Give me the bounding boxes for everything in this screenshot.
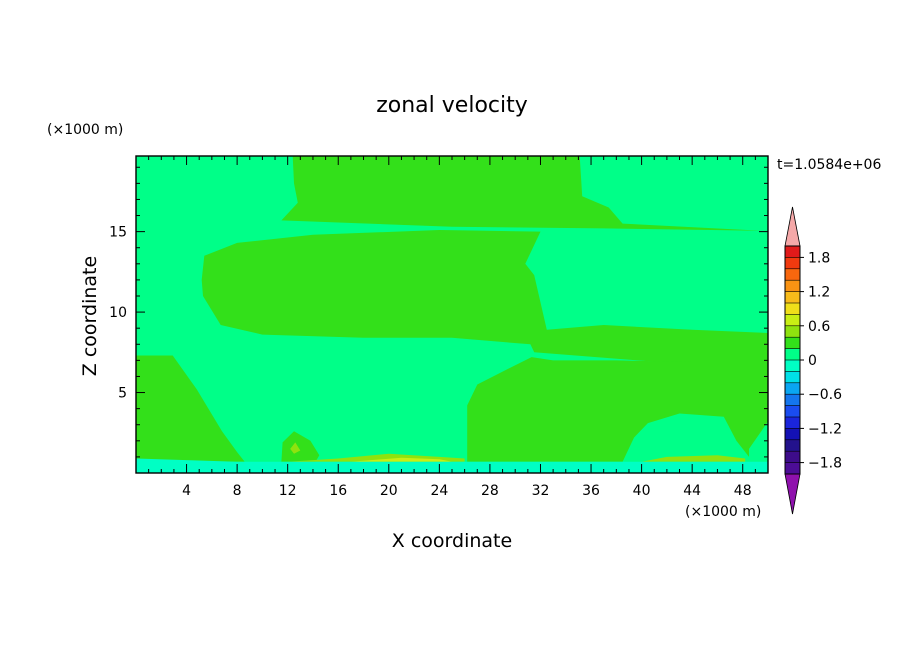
colorbar-swatch	[784, 450, 801, 464]
contour-region-positive	[467, 357, 768, 462]
chart-title: zonal velocity	[376, 93, 528, 118]
contour-region-positive	[281, 156, 762, 231]
colorbar-label: 1.2	[808, 285, 830, 301]
contour-region-weak_positive	[290, 442, 301, 454]
colorbar-swatch	[784, 302, 801, 316]
x-tick-label: 24	[430, 483, 448, 499]
x-tick-label: 20	[380, 483, 398, 499]
y-tick-label: 15	[109, 225, 127, 241]
colorbar-swatch	[784, 382, 801, 395]
colorbar-swatch	[784, 268, 801, 281]
x-tick-label: 32	[532, 483, 550, 499]
colorbar-swatch	[784, 416, 801, 430]
x-tick-label: 48	[734, 483, 752, 499]
y-axis-unit: (×1000 m)	[47, 122, 123, 138]
x-tick-label: 8	[233, 483, 242, 499]
contour-region-negative	[136, 458, 768, 473]
colorbar-swatch	[784, 314, 801, 327]
colorbar-label: −0.6	[808, 387, 842, 403]
colorbar-swatch	[784, 245, 801, 259]
x-tick-label: 4	[182, 483, 191, 499]
contour-region-positive	[201, 230, 768, 364]
colorbar-swatch	[784, 348, 801, 361]
contour-region-positive	[281, 431, 320, 462]
colorbar-swatch	[784, 279, 801, 293]
contour-region-strong_positive	[350, 457, 452, 462]
colorbar-swatch	[784, 291, 801, 304]
contour-region-weak_positive	[641, 455, 746, 462]
x-tick-label: 36	[582, 483, 600, 499]
colorbar-under-triangle	[784, 473, 801, 515]
contour-field	[136, 156, 768, 473]
y-axis-label: Z coordinate	[79, 256, 101, 376]
colorbar-swatch	[784, 393, 801, 407]
x-tick-label: 44	[683, 483, 701, 499]
colorbar-swatch	[784, 428, 801, 441]
y-tick-label: 5	[118, 386, 127, 402]
colorbar-swatch	[784, 325, 801, 338]
colorbar-swatch	[784, 405, 801, 418]
x-axis-label: X coordinate	[392, 530, 512, 552]
x-tick-label: 40	[633, 483, 651, 499]
colorbar-swatch	[784, 439, 801, 452]
colorbar-label: 0.6	[808, 319, 830, 335]
colorbar-swatch	[784, 257, 801, 270]
colorbar-swatch	[784, 359, 801, 373]
colorbar-swatch	[784, 462, 801, 475]
x-axis-unit: (×1000 m)	[685, 504, 761, 520]
colorbar-over-triangle	[784, 206, 801, 247]
colorbar-label: 1.8	[808, 250, 830, 266]
x-tick-label: 28	[481, 483, 499, 499]
colorbar: 1.8 1.2 0.6 0 −0.6 −1.2 −1.8	[784, 206, 842, 515]
x-tick-label: 16	[329, 483, 347, 499]
colorbar-swatch	[784, 371, 801, 384]
colorbar-label: −1.8	[808, 456, 842, 472]
colorbar-label: −1.2	[808, 421, 842, 437]
y-tick-label: 10	[109, 305, 127, 321]
x-tick-label: 12	[279, 483, 297, 499]
colorbar-label: 0	[808, 353, 817, 369]
time-label: t=1.0584e+06	[777, 157, 881, 173]
contour-region-positive	[136, 355, 245, 462]
colorbar-swatch	[784, 336, 801, 350]
